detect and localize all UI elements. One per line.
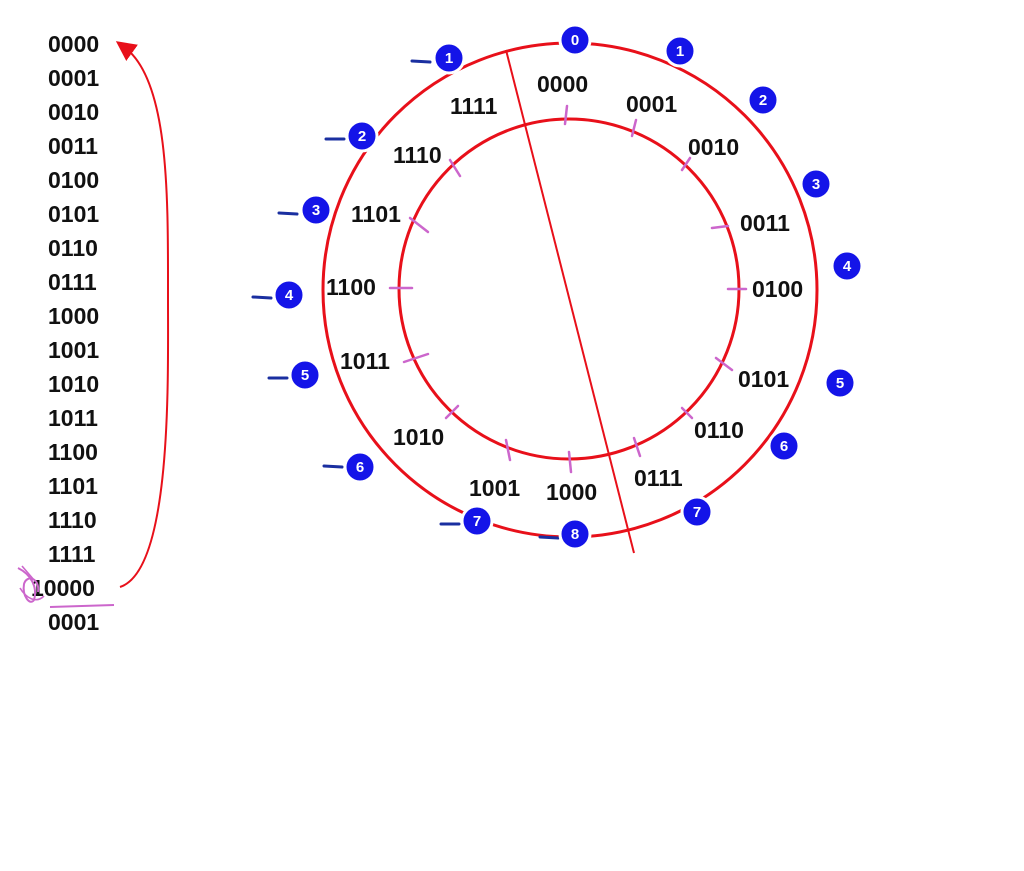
negative-badges: 1 2 3 4 5 6 7 [251,41,592,551]
ring-tick [504,438,512,462]
ring-tick [563,104,569,126]
svg-text:3: 3 [812,176,820,193]
ring-label-0011: 0011 [740,210,790,236]
ring-label-0010: 0010 [688,134,739,160]
ring-label-0100: 0100 [752,276,803,302]
sequence-item: 1111 [48,541,96,567]
divider-line [505,49,635,554]
sequence-item: 0011 [48,133,98,159]
svg-text:1: 1 [676,43,684,60]
svg-text:4: 4 [843,258,852,275]
ring-tick [710,224,730,230]
badge-negative-6: 6 [322,450,377,484]
ring-tick [632,436,642,458]
sequence-item: 1100 [48,439,98,465]
ring-label-1110: 1110 [393,142,442,168]
ring-label-0001: 0001 [626,91,677,117]
svg-text:7: 7 [473,513,481,530]
badge-negative-7: 7 [439,504,494,538]
badge-positive-7: 7 [680,495,714,529]
ring-label-1000: 1000 [546,479,597,505]
badge-positive-1: 1 [663,34,697,68]
sequence-item-overflow: 10000 [31,575,95,601]
sequence-item: 1110 [48,507,97,533]
ring-label-0111: 0111 [634,465,683,491]
svg-text:7: 7 [693,504,701,521]
sequence-item: 0110 [48,235,98,261]
ring-tick [680,156,692,172]
sequence-item: 0001 [48,65,99,91]
badge-positive-0: 0 [558,23,592,57]
svg-text:6: 6 [780,438,788,455]
ring-label-1111: 1111 [450,93,498,119]
ring-tick [402,352,430,364]
ring-tick [408,216,430,234]
svg-text:2: 2 [759,92,767,109]
badge-positive-4: 4 [830,249,864,283]
badge-positive-5: 5 [823,366,857,400]
sequence-item: 0000 [48,31,99,57]
badge-negative-8: 8 [538,517,592,551]
svg-text:2: 2 [358,128,366,145]
ring-tick [630,118,638,138]
sequence-item: 1011 [48,405,98,431]
ring-label-1101: 1101 [351,201,401,227]
badge-negative-5: 5 [267,358,322,392]
ring-tick [567,450,573,474]
ring-label-0110: 0110 [694,417,744,443]
ring-label-1001: 1001 [469,475,520,501]
badge-positive-6: 6 [767,429,801,463]
ring-label-0000: 0000 [537,71,588,97]
svg-text:6: 6 [356,459,364,476]
sum-underline [49,604,115,608]
ring-label-1100: 1100 [326,274,376,300]
sequence-item: 1101 [48,473,98,499]
sequence-item: 0100 [48,167,99,193]
sequence-item: 0111 [48,269,97,295]
badge-negative-2: 2 [324,119,379,153]
svg-text:0: 0 [571,32,579,49]
positive-badges: 0 1 2 3 4 5 6 7 [558,23,864,529]
svg-text:5: 5 [836,375,844,392]
sequence-item: 1001 [48,337,99,363]
sequence-item: 0010 [48,99,99,125]
badge-negative-1: 1 [410,41,466,75]
ring-tick [680,406,694,420]
sequence-item: 1000 [48,303,99,329]
overflow-digit-highlight [17,565,45,603]
svg-text:1: 1 [445,50,453,67]
ring-tick [714,356,734,372]
badge-negative-3: 3 [277,193,333,227]
svg-text:8: 8 [571,526,579,543]
ring-tick [444,404,460,420]
svg-text:3: 3 [312,202,320,219]
sequence-item: 1010 [48,371,99,397]
ring-labels: 0000 0001 0010 0011 0100 0101 0110 0111 … [326,71,803,505]
wrap-arrow [115,41,170,588]
ring-ticks [388,104,748,474]
sequence-item: 0101 [48,201,99,227]
ring-label-1011: 1011 [340,348,390,374]
ring-label-1010: 1010 [393,424,444,450]
inner-circle [397,117,741,461]
badge-positive-3: 3 [799,167,833,201]
svg-text:4: 4 [285,287,294,304]
ring-label-0101: 0101 [738,366,789,392]
binary-sequence: 0000 0001 0010 0011 0100 0101 0110 0111 … [31,31,99,635]
svg-text:5: 5 [301,367,309,384]
badge-positive-2: 2 [746,83,780,117]
badge-negative-4: 4 [251,278,306,312]
ring-tick [448,158,462,178]
sequence-item: 0001 [48,609,99,635]
